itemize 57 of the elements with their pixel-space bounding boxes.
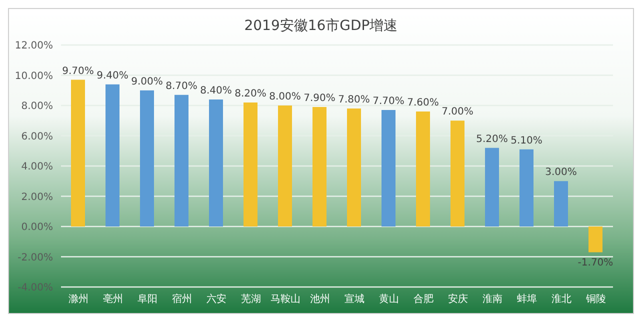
data-label: 9.00%: [131, 76, 163, 88]
data-label: 5.10%: [510, 135, 542, 146]
data-label: 9.40%: [96, 70, 128, 82]
data-label: 7.70%: [372, 96, 404, 108]
x-tick-label: 池州: [310, 293, 330, 306]
x-tick-label: 黄山: [378, 293, 399, 306]
data-label: -1.70%: [578, 257, 614, 268]
bar: [520, 149, 534, 226]
bar: [106, 84, 120, 226]
bar: [278, 106, 292, 226]
x-tick-label: 亳州: [102, 293, 123, 306]
y-tick-label: 12.00%: [14, 40, 53, 52]
bar: [554, 181, 568, 226]
y-tick-label: 6.00%: [21, 131, 53, 142]
data-label: 8.70%: [166, 80, 198, 92]
x-tick-label: 宿州: [172, 293, 192, 306]
data-label: 7.00%: [442, 106, 474, 118]
x-tick-label: 合肥: [413, 293, 434, 306]
data-label: 7.60%: [407, 98, 439, 109]
x-tick-label: 阜阳: [137, 293, 158, 306]
x-tick-label: 滁州: [68, 293, 88, 306]
bar: [485, 148, 499, 226]
bar: [209, 99, 223, 226]
data-label: 7.90%: [304, 93, 336, 104]
chart-title: 2019安徽16市GDP增速: [243, 17, 399, 36]
x-tick-label: 芜湖: [240, 293, 261, 306]
data-label: 8.00%: [269, 92, 301, 102]
bar: [71, 80, 85, 226]
y-tick-label: 4.00%: [21, 162, 53, 173]
bar: [588, 226, 602, 252]
y-tick-label: 2.00%: [21, 192, 53, 203]
bar: [244, 102, 258, 226]
bar: [140, 90, 154, 226]
x-tick-label: 宣城: [344, 293, 364, 306]
data-label: 9.70%: [62, 66, 94, 77]
y-tick-label: -2.00%: [18, 252, 53, 264]
y-tick-label: 0.00%: [21, 222, 53, 234]
data-label: 8.40%: [200, 85, 232, 96]
x-tick-label: 淮南: [482, 293, 502, 306]
x-tick-label: 安庆: [448, 293, 468, 306]
y-tick-label: 10.00%: [14, 70, 53, 82]
bar: [347, 108, 361, 226]
bar: [174, 94, 188, 226]
bar: [382, 110, 396, 226]
bar: [416, 112, 430, 226]
x-tick-label: 铜陵: [584, 293, 606, 306]
bar: [312, 107, 326, 226]
data-label: 5.20%: [476, 134, 508, 145]
data-label: 7.80%: [338, 94, 370, 106]
data-label: 8.20%: [234, 88, 266, 100]
bar: [450, 120, 464, 226]
x-tick-label: 蚌埠: [516, 293, 537, 306]
x-tick-label: 六安: [206, 293, 226, 306]
data-label: 3.00%: [545, 167, 577, 178]
x-tick-label: 淮北: [551, 293, 572, 306]
x-tick-label: 马鞍山: [270, 293, 300, 306]
y-tick-label: 8.00%: [21, 101, 53, 112]
